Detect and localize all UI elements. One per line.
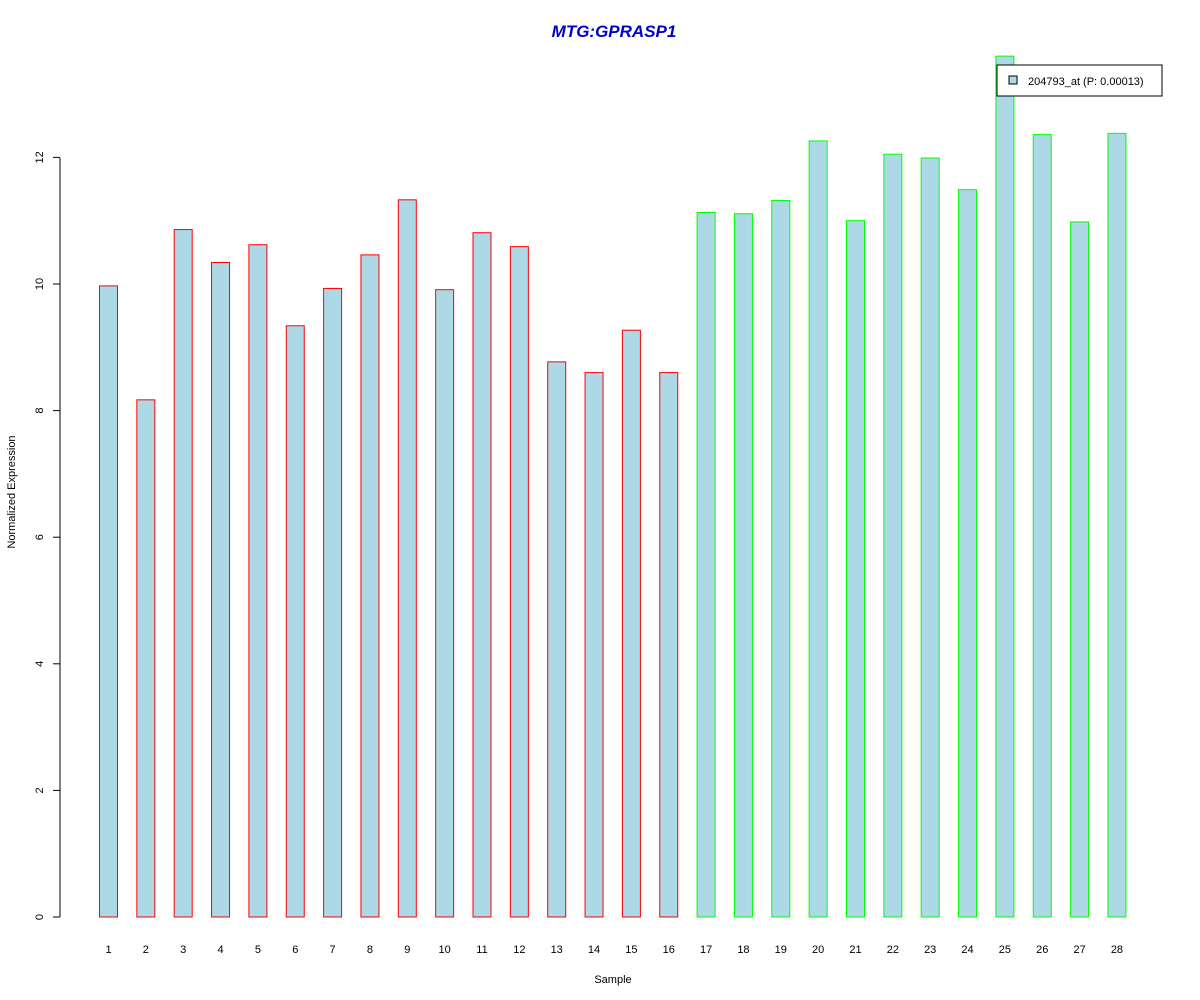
x-tick-label: 28 (1111, 944, 1123, 956)
bar-sample-15 (621, 329, 641, 918)
bar-sample-27 (1070, 221, 1090, 918)
x-tick-label: 11 (476, 944, 487, 956)
x-tick-label: 8 (367, 944, 373, 956)
x-tick-label: 12 (513, 944, 525, 956)
bar-sample-20 (808, 140, 828, 918)
y-axis: 0 2 4 6 8 10 12 (34, 151, 61, 920)
x-tick-label: 2 (143, 944, 149, 956)
y-tick-label: 8 (34, 408, 46, 414)
x-tick-label: 10 (439, 944, 451, 956)
bar-sample-18 (733, 213, 753, 918)
y-tick-label: 2 (34, 787, 46, 793)
bars (99, 55, 1127, 918)
chart-title: MTG:GPRASP1 (552, 22, 677, 41)
bar-sample-24 (958, 189, 978, 918)
x-tick-label: 5 (255, 944, 261, 956)
x-tick-label: 24 (961, 944, 973, 956)
y-axis-label: Normalized Expression (6, 435, 18, 548)
x-axis-label: Sample (594, 974, 631, 986)
x-tick-labels: 1 2 3 4 5 6 7 8 9 10 11 12 13 14 15 16 17 18 19 20 21 22 23 24 2… (105, 944, 1123, 956)
bar-sample-21 (846, 220, 865, 918)
x-tick-label: 26 (1036, 944, 1048, 956)
legend: 204793_at (P: 0.00013) (996, 64, 1163, 97)
bar-sample-7 (323, 287, 343, 918)
bar-sample-5 (248, 244, 268, 918)
bar-sample-2 (136, 399, 156, 918)
bar-sample-28 (1107, 132, 1127, 918)
bar-sample-17 (696, 211, 716, 918)
x-tick-label: 17 (700, 944, 712, 956)
x-tick-label: 13 (551, 944, 563, 956)
x-tick-label: 9 (404, 944, 410, 956)
x-tick-label: 4 (217, 944, 223, 956)
x-tick-label: 3 (180, 944, 186, 956)
bar-sample-26 (1032, 134, 1052, 918)
bar-sample-16 (659, 372, 679, 918)
bar-sample-14 (584, 372, 604, 918)
y-tick-label: 0 (34, 914, 46, 920)
x-tick-label: 1 (105, 944, 111, 956)
x-tick-label: 6 (292, 944, 298, 956)
x-tick-label: 14 (588, 944, 600, 956)
x-tick-label: 20 (812, 944, 824, 956)
bar-sample-6 (285, 325, 305, 918)
x-tick-label: 21 (849, 944, 861, 956)
x-tick-label: 25 (999, 944, 1011, 956)
x-tick-label: 18 (737, 944, 749, 956)
bar-sample-1 (99, 285, 118, 918)
bar-sample-23 (920, 157, 940, 918)
bar-sample-25 (995, 55, 1015, 918)
x-tick-label: 22 (887, 944, 899, 956)
y-tick-label: 12 (34, 151, 46, 163)
x-tick-label: 23 (924, 944, 936, 956)
bar-sample-4 (211, 261, 231, 918)
bar-sample-19 (771, 199, 791, 918)
y-tick-label: 6 (34, 534, 46, 540)
legend-box (996, 64, 1163, 97)
y-tick-label: 10 (34, 278, 46, 290)
bar-sample-13 (547, 361, 567, 918)
x-tick-label: 19 (775, 944, 787, 956)
bar-sample-9 (397, 199, 417, 918)
bar-sample-3 (173, 229, 193, 918)
bar-sample-8 (360, 254, 380, 918)
x-tick-label: 7 (330, 944, 336, 956)
x-tick-label: 16 (663, 944, 675, 956)
bar-sample-11 (472, 232, 492, 918)
legend-swatch (1008, 75, 1018, 85)
x-tick-label: 27 (1073, 944, 1085, 956)
legend-label: 204793_at (P: 0.00013) (1028, 76, 1144, 88)
bar-sample-12 (509, 246, 529, 918)
y-tick-label: 4 (34, 661, 46, 667)
x-tick-label: 15 (625, 944, 637, 956)
bar-sample-10 (435, 289, 455, 918)
bar-sample-22 (883, 153, 903, 918)
